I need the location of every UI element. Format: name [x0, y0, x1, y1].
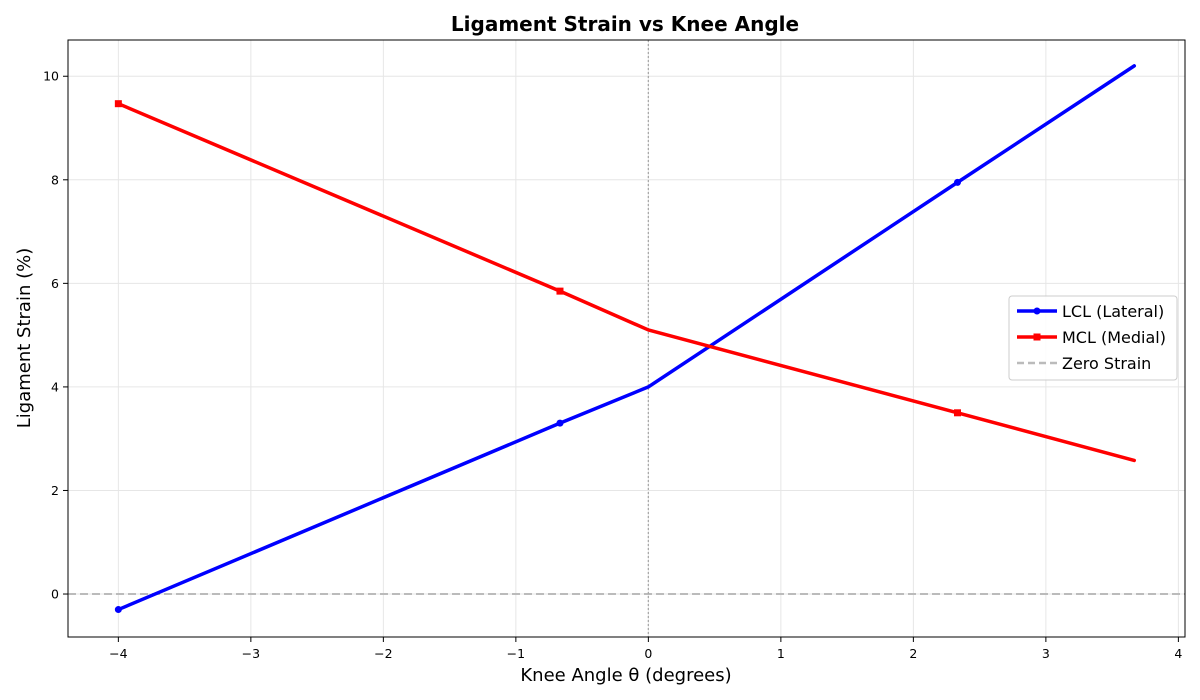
y-axis-label: Ligament Strain (%) [14, 248, 35, 428]
lcl-data-point [556, 419, 564, 427]
x-tick-label: 1 [777, 646, 785, 661]
legend-label-mcl: MCL (Medial) [1062, 328, 1166, 347]
x-tick-label: 2 [909, 646, 917, 661]
reference-lines [68, 40, 1185, 637]
series-layer [114, 64, 1136, 614]
x-tick-label: 3 [1042, 646, 1050, 661]
x-axis-label: Knee Angle θ (degrees) [520, 665, 731, 686]
legend-label-zero-strain: Zero Strain [1062, 354, 1151, 373]
y-tick-label: 8 [51, 172, 59, 187]
y-tick-label: 4 [51, 379, 59, 394]
x-tick-label: −1 [507, 646, 525, 661]
mcl-series-line [116, 101, 1136, 463]
x-tick-label: 0 [644, 646, 652, 661]
x-tick-label: 4 [1174, 646, 1182, 661]
y-tick-label: 10 [43, 69, 59, 84]
x-tick-label: −4 [109, 646, 127, 661]
mcl-data-point [114, 100, 122, 108]
mcl-data-point [556, 287, 564, 295]
mcl-data-point [953, 409, 961, 417]
legend-label-lcl: LCL (Lateral) [1062, 302, 1164, 321]
legend-marker-lcl [1033, 307, 1041, 315]
x-tick-label: −2 [374, 646, 392, 661]
lcl-series-line [116, 64, 1136, 612]
x-tick-label: −3 [242, 646, 260, 661]
legend: LCL (Lateral) MCL (Medial) Zero Strain [1008, 295, 1178, 381]
y-tick-label: 6 [51, 276, 59, 291]
lcl-data-point [114, 606, 122, 614]
lcl-data-point [953, 178, 961, 186]
legend-marker-mcl [1033, 333, 1041, 341]
legend-box [1008, 295, 1178, 381]
y-tick-label: 0 [51, 587, 59, 602]
axis-ticks: −4 −3 −2 −1 0 1 2 3 4 0 2 4 6 8 10 [43, 69, 1182, 661]
y-tick-label: 2 [51, 483, 59, 498]
chart-title: Ligament Strain vs Knee Angle [451, 12, 799, 36]
plot-frame [67, 39, 1186, 638]
